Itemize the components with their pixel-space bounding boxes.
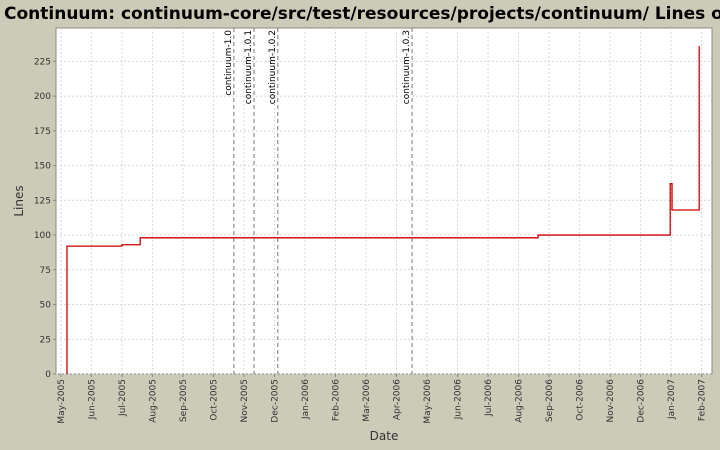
y-tick-label: 200 (34, 92, 51, 102)
x-axis-title: Date (370, 429, 399, 443)
x-tick-label: Aug-2006 (515, 379, 525, 423)
x-tick-label: Jun-2006 (454, 379, 464, 420)
x-tick-label: Jun-2005 (87, 379, 97, 420)
line-series (66, 46, 700, 374)
annotation-label: continuum-1.0.2 (268, 30, 278, 104)
x-tick-label: Oct-2006 (576, 379, 586, 421)
y-tick-label: 100 (34, 231, 51, 241)
x-tick-label: Aug-2005 (148, 379, 158, 423)
chart-title: Continuum: continuum-core/src/test/resou… (4, 4, 720, 24)
y-tick-label: 50 (40, 301, 52, 311)
x-tick-label: Nov-2005 (240, 379, 250, 422)
x-tick-label: Mar-2006 (362, 379, 372, 422)
x-tick-label: Jul-2006 (484, 379, 494, 417)
y-tick-label: 75 (40, 266, 51, 276)
y-tick-label: 0 (45, 370, 51, 380)
y-tick-label: 125 (34, 196, 51, 206)
y-tick-label: 25 (40, 335, 51, 345)
x-tick-label: Sep-2006 (545, 379, 555, 422)
x-tick-label: Apr-2006 (393, 379, 403, 420)
x-tick-label: Sep-2005 (179, 379, 189, 422)
x-tick-label: Feb-2007 (698, 379, 708, 421)
y-tick-label: 175 (34, 127, 51, 137)
x-tick-label: May-2005 (57, 379, 67, 424)
x-tick-label: Jan-2007 (667, 379, 677, 420)
x-tick-label: Dec-2006 (637, 379, 647, 423)
x-tick-label: Feb-2006 (331, 379, 341, 421)
x-tick-label: May-2006 (423, 379, 433, 424)
annotation-label: continuum-1.0.1 (244, 30, 254, 104)
y-axis-title: Lines (12, 185, 26, 216)
plot-area (55, 27, 713, 375)
x-tick-label: Oct-2005 (209, 379, 219, 421)
x-tick-label: Nov-2006 (606, 379, 616, 423)
x-tick-label: Jul-2005 (118, 379, 128, 417)
y-tick-label: 225 (34, 57, 51, 67)
annotation-label: continuum-1.0 (224, 30, 234, 96)
x-tick-label: Dec-2005 (270, 379, 280, 423)
y-tick-label: 150 (34, 162, 51, 172)
annotation-label: continuum-1.0.3 (402, 30, 412, 104)
x-tick-label: Jan-2006 (301, 379, 311, 420)
